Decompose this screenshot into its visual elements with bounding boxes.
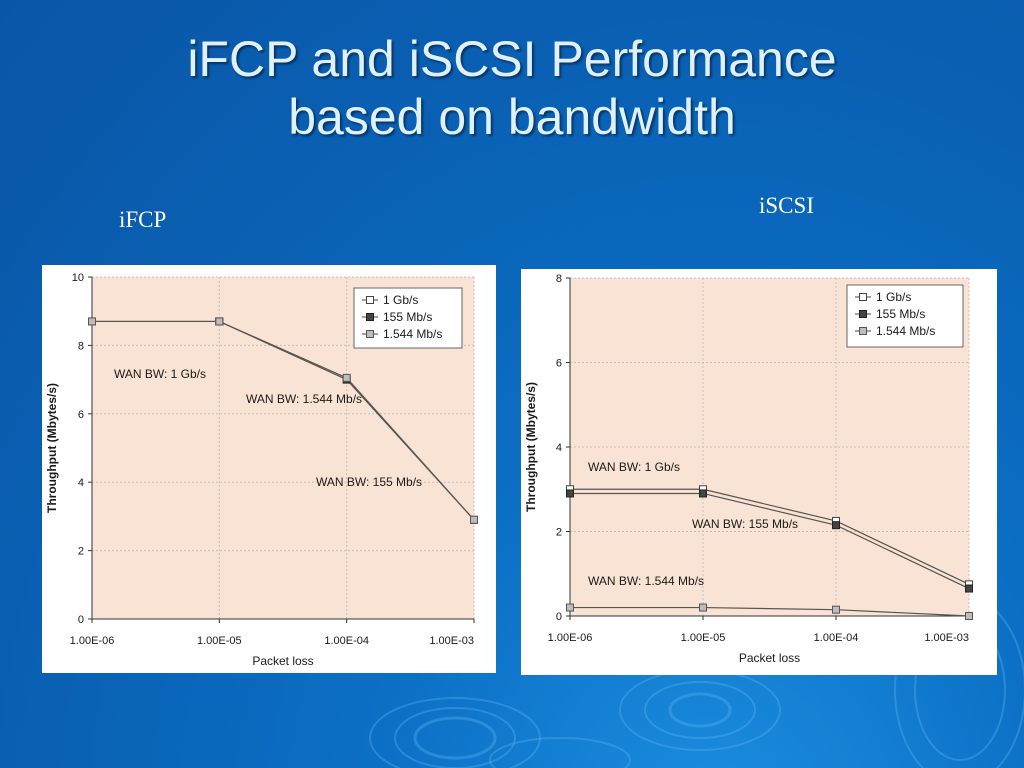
y-tick-label: 0 bbox=[78, 614, 84, 626]
data-point-marker bbox=[965, 612, 973, 620]
x-tick-label: 1.00E-05 bbox=[681, 632, 726, 644]
y-tick-label: 2 bbox=[556, 527, 562, 539]
iscsi-chart: 0 2 4 6 8 1.00E-06 1.00E-05 1.00E-04 1.00E-03 Pac… bbox=[521, 269, 997, 675]
data-point-marker bbox=[566, 603, 574, 612]
legend-label: 1 Gb/s bbox=[383, 293, 418, 307]
legend-label: 1 Gb/s bbox=[876, 290, 911, 304]
y-tick-label: 10 bbox=[72, 272, 84, 284]
legend-marker bbox=[859, 310, 867, 318]
data-point-marker bbox=[965, 584, 973, 593]
data-point-marker bbox=[566, 489, 574, 498]
series-line bbox=[92, 320, 475, 521]
chart-annotation: WAN BW: 1.544 Mb/s bbox=[246, 392, 362, 406]
chart-annotation: WAN BW: 155 Mb/s bbox=[316, 475, 422, 489]
data-point-marker bbox=[88, 317, 96, 326]
chart-annotation: WAN BW: 1 Gb/s bbox=[114, 367, 206, 381]
data-point-marker bbox=[699, 489, 707, 498]
data-point-marker bbox=[832, 605, 840, 614]
x-tick-label: 1.00E-05 bbox=[197, 635, 242, 647]
data-point-marker bbox=[699, 603, 707, 612]
ifcp-chart: 0 2 4 6 8 10 1.00E-06 1.00E-05 1.00E-04 1.00E-03 P… bbox=[42, 265, 496, 673]
data-point-marker bbox=[470, 515, 478, 524]
legend-marker bbox=[859, 327, 867, 335]
x-axis-label: Packet loss bbox=[252, 654, 313, 668]
data-point-marker bbox=[832, 521, 840, 530]
y-tick-label: 8 bbox=[78, 340, 84, 352]
x-tick-label: 1.00E-04 bbox=[324, 635, 369, 647]
x-axis-label: Packet loss bbox=[739, 651, 800, 665]
y-tick-label: 0 bbox=[556, 611, 562, 623]
x-tick-label: 1.00E-04 bbox=[814, 632, 859, 644]
y-tick-label: 4 bbox=[556, 442, 562, 454]
y-tick-label: 4 bbox=[78, 477, 84, 489]
legend-label: 1.544 Mb/s bbox=[876, 324, 935, 338]
y-tick-label: 6 bbox=[78, 409, 84, 421]
iscsi-chart-caption: iSCSI bbox=[759, 193, 814, 218]
legend-label: 155 Mb/s bbox=[876, 307, 925, 321]
legend-marker bbox=[859, 293, 867, 301]
x-tick-label: 1.00E-06 bbox=[70, 635, 115, 647]
data-point-marker bbox=[342, 373, 351, 382]
legend-marker bbox=[366, 313, 374, 321]
legend-marker bbox=[366, 296, 374, 304]
series-line bbox=[570, 492, 970, 590]
slide-title: iFCP and iSCSI Performance based on band… bbox=[0, 30, 1024, 146]
series-line bbox=[570, 488, 970, 585]
slide-title-line2: based on bandwidth bbox=[288, 89, 736, 145]
slide-title-line1: iFCP and iSCSI Performance bbox=[187, 31, 837, 87]
chart-annotation: WAN BW: 1 Gb/s bbox=[588, 460, 680, 474]
legend-marker bbox=[366, 330, 374, 338]
series-line bbox=[570, 606, 970, 617]
legend-label: 1.544 Mb/s bbox=[383, 327, 442, 341]
ifcp-chart-svg: 0 2 4 6 8 10 1.00E-06 1.00E-05 1.00E-04 1.00E-03 P… bbox=[45, 272, 478, 668]
ifcp-chart-caption: iFCP bbox=[119, 207, 167, 232]
y-tick-label: 2 bbox=[78, 546, 84, 558]
y-tick-label: 8 bbox=[556, 273, 562, 285]
y-tick-label: 6 bbox=[556, 358, 562, 370]
x-tick-label: 1.00E-03 bbox=[924, 632, 969, 644]
chart-annotation: WAN BW: 1.544 Mb/s bbox=[588, 574, 704, 588]
iscsi-chart-svg: 0 2 4 6 8 1.00E-06 1.00E-05 1.00E-04 1.00E-03 Pac… bbox=[524, 273, 973, 665]
x-tick-label: 1.00E-06 bbox=[548, 632, 593, 644]
y-axis-label: Throughput (Mbytes/s) bbox=[524, 382, 538, 512]
y-axis-label: Throughput (Mbytes/s) bbox=[45, 383, 59, 513]
chart-annotation: WAN BW: 155 Mb/s bbox=[692, 517, 798, 531]
legend-label: 155 Mb/s bbox=[383, 310, 432, 324]
data-point-marker bbox=[215, 317, 224, 326]
x-tick-label: 1.00E-03 bbox=[429, 635, 474, 647]
